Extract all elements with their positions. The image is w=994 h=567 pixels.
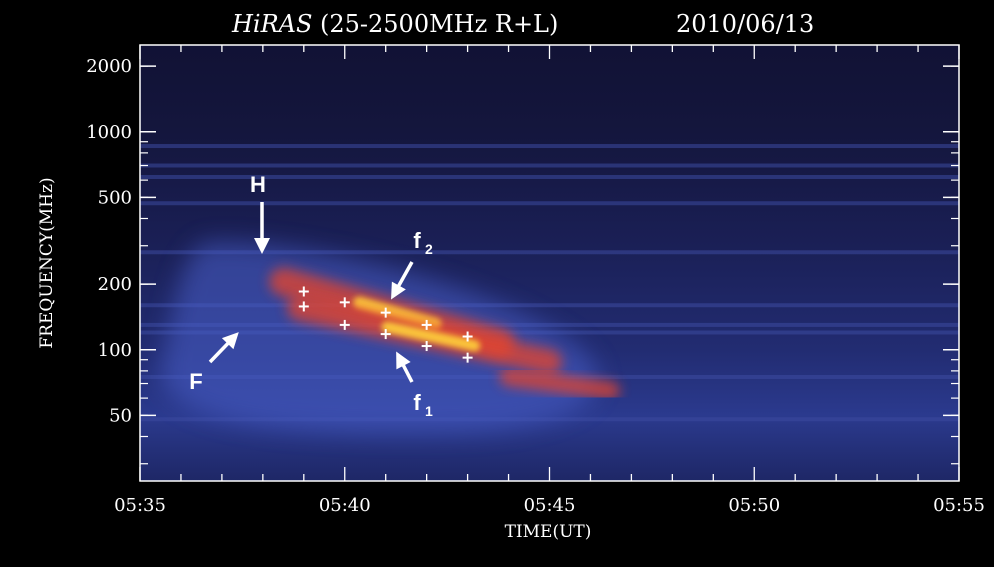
- interference-band: [140, 322, 959, 327]
- interference-band: [140, 303, 959, 308]
- chart-title: HiRAS (25-2500MHz R+L) 2010/06/13: [231, 10, 814, 38]
- annotation-label: f: [413, 390, 421, 415]
- y-tick-label: 100: [98, 340, 132, 361]
- marker-upper: [462, 331, 473, 342]
- annotation-f: F: [189, 332, 239, 394]
- y-axis: 50 100 200 500 1000 2000: [86, 56, 959, 465]
- annotation-h: H: [250, 172, 270, 254]
- y-tick-label: 2000: [86, 56, 132, 77]
- marker-upper: [339, 297, 350, 308]
- marker-lower: [462, 352, 473, 363]
- marker-lower: [339, 319, 350, 330]
- title-detail: (25-2500MHz R+L): [320, 10, 558, 38]
- x-tick-label: 05:50: [728, 495, 780, 516]
- title-date: 2010/06/13: [676, 10, 814, 38]
- interference-band: [140, 144, 959, 149]
- measurement-markers: [298, 286, 473, 363]
- marker-upper: [380, 307, 391, 318]
- annotations: HFf 2f 1: [189, 172, 433, 419]
- arrow-head: [254, 238, 270, 254]
- y-axis-label: FREQUENCY(MHz): [37, 177, 57, 348]
- y-tick-label: 50: [109, 405, 132, 426]
- title-instrument: HiRAS: [231, 10, 312, 38]
- interference-band: [140, 163, 959, 168]
- x-tick-label: 05:35: [114, 495, 166, 516]
- emission-core-lower: [381, 321, 481, 352]
- annotation-label: F: [189, 369, 202, 394]
- arrow-head: [391, 281, 406, 300]
- x-tick-label: 05:40: [319, 495, 371, 516]
- marker-lower: [298, 301, 309, 312]
- annotation-subscript: 1: [425, 403, 433, 419]
- emission-lane-faint: [499, 367, 620, 400]
- y-tick-label: 1000: [86, 122, 132, 143]
- annotation-label: f: [413, 228, 421, 253]
- x-tick-label: 05:45: [524, 495, 576, 516]
- marker-lower: [380, 329, 391, 340]
- x-axis: 05:35 05:40 05:45 05:50 05:55: [114, 45, 985, 516]
- interference-band: [140, 201, 959, 206]
- interference-band: [140, 175, 959, 180]
- y-tick-label: 500: [98, 187, 132, 208]
- emission-core-upper: [352, 296, 442, 331]
- x-tick-label: 05:55: [933, 495, 985, 516]
- annotation-subscript: 2: [425, 241, 433, 257]
- plot-content: [140, 144, 959, 433]
- y-tick-label: 200: [98, 274, 132, 295]
- marker-lower: [421, 341, 432, 352]
- arrow-head: [221, 332, 239, 350]
- marker-upper: [298, 286, 309, 297]
- x-axis-label: TIME(UT): [505, 522, 592, 542]
- annotation-label: H: [250, 172, 266, 197]
- marker-upper: [421, 319, 432, 330]
- arrow-head: [396, 351, 411, 370]
- interference-band: [140, 250, 959, 255]
